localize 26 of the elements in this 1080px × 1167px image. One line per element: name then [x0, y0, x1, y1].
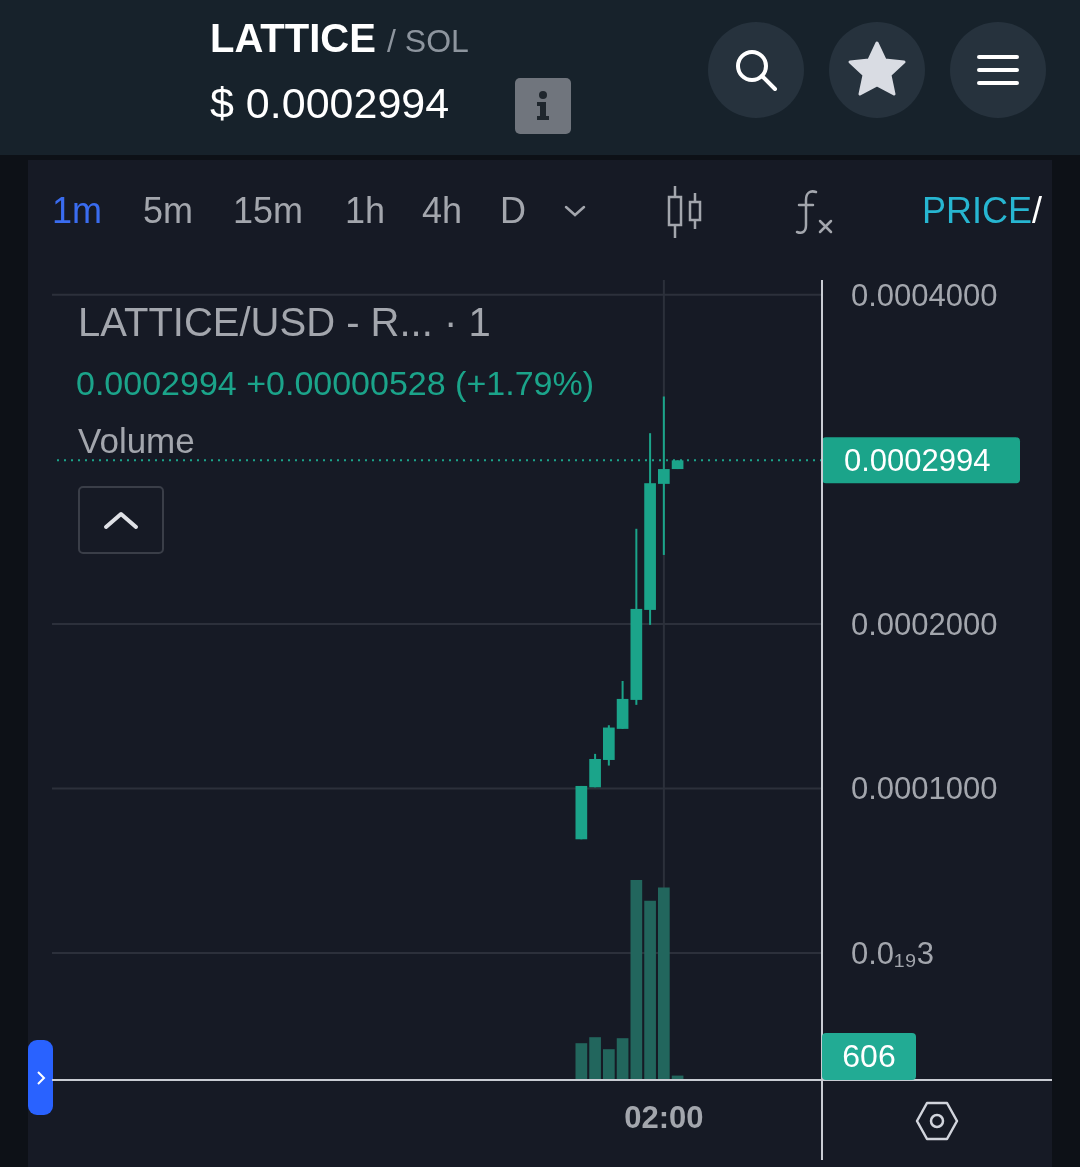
- chart-title: LATTICE / SOL: [210, 16, 469, 60]
- text: 1m: [52, 189, 103, 233]
- chart-title: Volume: [78, 420, 195, 462]
- bar: [616, 1038, 629, 1080]
- bar: [575, 1043, 588, 1080]
- bar: [644, 900, 656, 1080]
- text: 606: [822, 1033, 916, 1080]
- text: 5m: [143, 189, 194, 233]
- ref-line-label: 0.0002994: [844, 443, 991, 479]
- text: PRICE/: [922, 190, 1043, 232]
- x-tick-label: 02:00: [624, 1100, 704, 1135]
- text: 15m: [233, 189, 304, 233]
- text: 1h: [345, 189, 386, 233]
- y-tick-label: 0.0004000: [851, 277, 998, 313]
- y-tick-label: 0.0₁₉3: [851, 935, 935, 971]
- text: D: [500, 189, 526, 233]
- text: 4h: [422, 189, 463, 233]
- annotation: 0.0002994 +0.00000528 (+1.79%): [76, 362, 595, 404]
- bar: [630, 880, 643, 1080]
- bar: [658, 887, 670, 1080]
- bar: [589, 1037, 601, 1080]
- annotation: LATTICE/USD - R... · 1: [78, 299, 491, 346]
- chart-subtitle: $ 0.0002994: [210, 78, 450, 130]
- y-tick-label: 0.0001000: [851, 771, 998, 807]
- bar: [603, 1049, 615, 1080]
- y-tick-label: 0.0002000: [851, 606, 998, 642]
